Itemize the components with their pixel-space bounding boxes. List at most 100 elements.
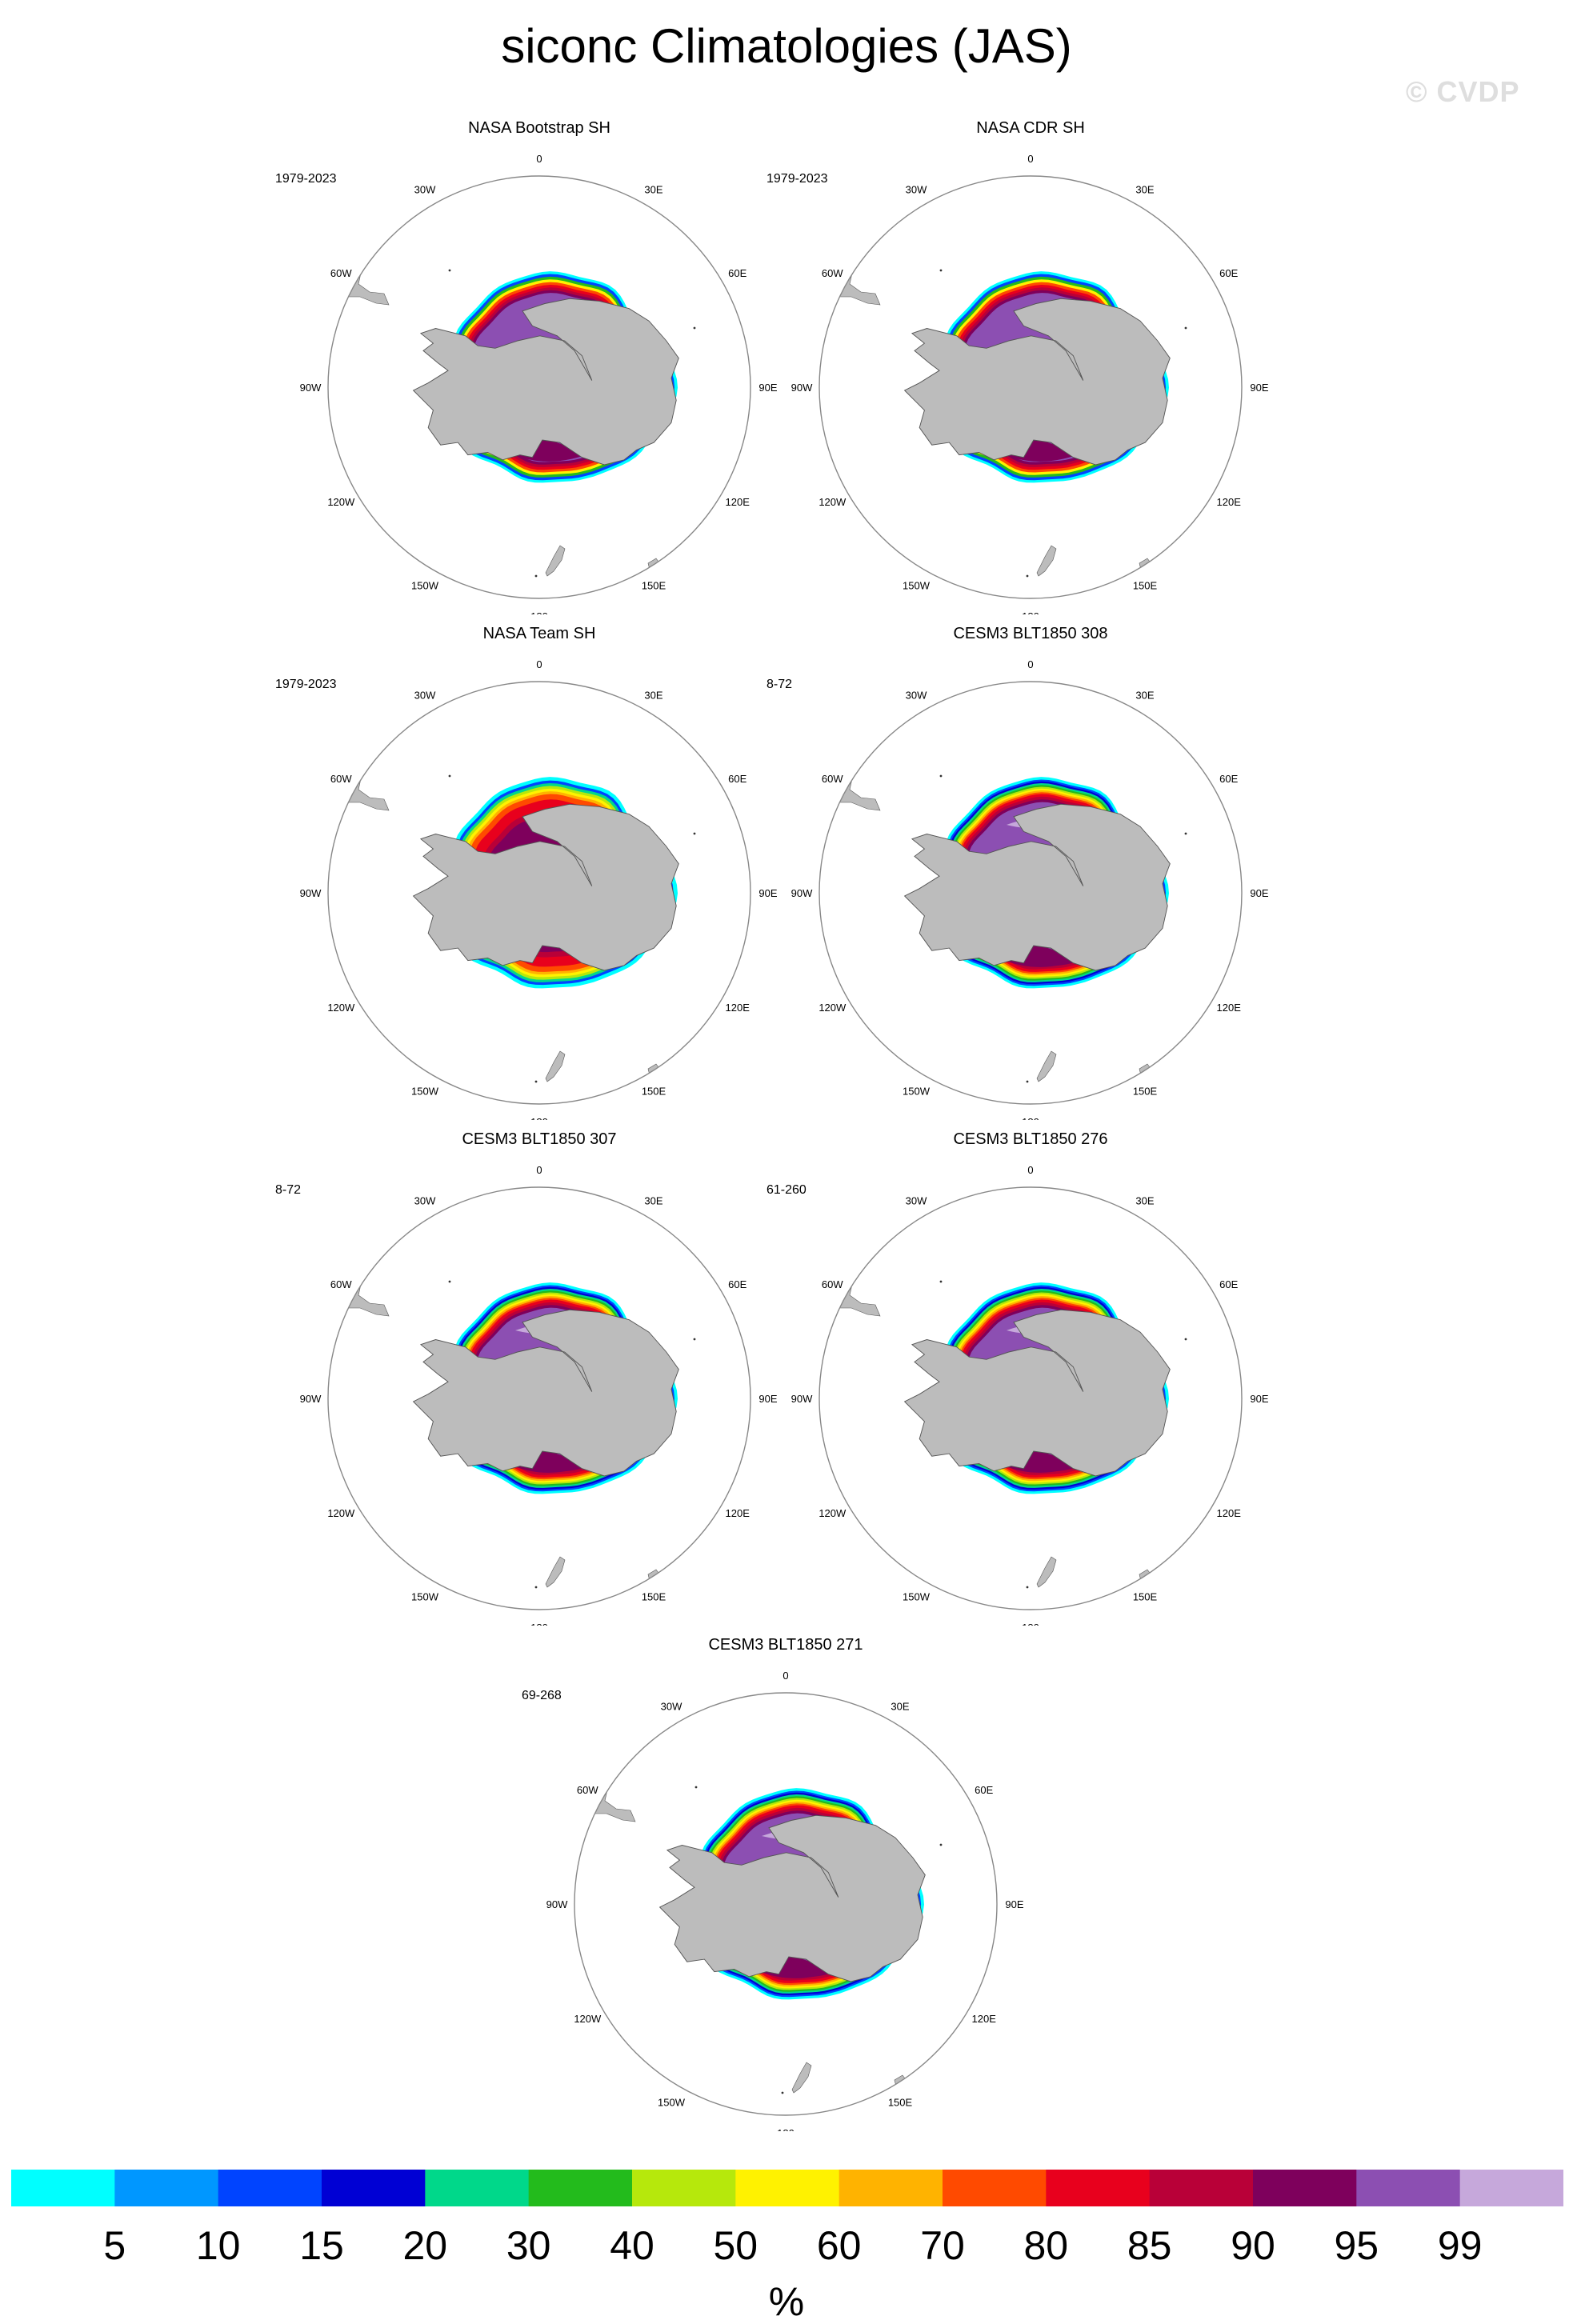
island-mark xyxy=(693,832,696,835)
longitude-label: 60E xyxy=(975,1784,993,1796)
longitude-label: 150E xyxy=(1133,1086,1158,1098)
colorbar-swatch xyxy=(1149,2170,1254,2206)
island-mark xyxy=(694,1786,698,1789)
longitude-label: 150W xyxy=(903,1086,931,1098)
colorbar-swatch xyxy=(943,2170,1047,2206)
longitude-label: 120W xyxy=(819,1507,847,1519)
colorbar-swatch xyxy=(114,2170,219,2206)
colorbar-tick-label: 30 xyxy=(506,2223,551,2268)
longitude-label: 0 xyxy=(536,658,542,670)
longitude-label: 120E xyxy=(1217,496,1242,508)
map-boundary xyxy=(327,1186,751,1610)
longitude-label: 150W xyxy=(411,580,439,592)
new-zealand-land xyxy=(1036,545,1057,577)
new-zealand-land xyxy=(545,1050,566,1082)
map-panel: 0 30E 60E 90E 120E 150E 180 150W 120W 90W 60W 30W CE… xyxy=(522,1635,1050,2131)
panel-title: CESM3 BLT1850 308 xyxy=(953,625,1108,642)
colorbar-swatch xyxy=(528,2170,633,2206)
longitude-label: 30E xyxy=(1135,1194,1154,1206)
longitude-label: 180 xyxy=(1022,1622,1039,1626)
island-mark xyxy=(1184,1338,1187,1341)
polar-map: 0 30E 60E 90E 120E 150E 180 150W 120W 90W 60W 30W xyxy=(300,153,778,614)
map-panel: 0 30E 60E 90E 120E 150E 180 150W 120W 90W 60W 30W NA… xyxy=(275,624,803,1120)
longitude-label: 120W xyxy=(327,496,355,508)
longitude-label: 180 xyxy=(777,2127,795,2131)
longitude-label: 30W xyxy=(661,1700,682,1712)
longitude-label: 90W xyxy=(546,1898,568,1910)
colorbar-unit: % xyxy=(768,2279,805,2324)
longitude-label: 120E xyxy=(726,496,750,508)
panel-title: CESM3 BLT1850 276 xyxy=(953,1130,1108,1148)
longitude-label: 120E xyxy=(972,2013,997,2025)
panel-title: NASA CDR SH xyxy=(976,119,1085,137)
map-panel: 0 30E 60E 90E 120E 150E 180 150W 120W 90W 60W 30W CE… xyxy=(275,1130,803,1626)
longitude-label: 0 xyxy=(1027,658,1033,670)
longitude-label: 90E xyxy=(1005,1898,1023,1910)
polar-map: 0 30E 60E 90E 120E 150E 180 150W 120W 90W 60W 30W xyxy=(791,658,1269,1120)
island-mark xyxy=(534,1586,538,1589)
longitude-label: 0 xyxy=(782,1670,788,1682)
colorbar-tick-label: 40 xyxy=(610,2223,654,2268)
map-boundary xyxy=(327,175,751,599)
island-mark xyxy=(781,2091,784,2094)
longitude-label: 90W xyxy=(791,1393,813,1405)
colorbar-tick-label: 99 xyxy=(1438,2223,1483,2268)
longitude-label: 60W xyxy=(822,773,843,785)
longitude-label: 120W xyxy=(327,1002,355,1014)
island-mark xyxy=(1184,326,1187,330)
polar-map: 0 30E 60E 90E 120E 150E 180 150W 120W 90W 60W 30W xyxy=(300,1164,778,1626)
colorbar-swatch xyxy=(11,2170,115,2206)
map-panel: 0 30E 60E 90E 120E 150E 180 150W 120W 90W 60W 30W NA… xyxy=(766,118,1295,614)
longitude-label: 120W xyxy=(819,1002,847,1014)
longitude-label: 120E xyxy=(1217,1507,1242,1519)
longitude-label: 60E xyxy=(1219,773,1238,785)
new-zealand-land xyxy=(545,545,566,577)
colorbar-swatch xyxy=(1356,2170,1461,2206)
longitude-label: 90W xyxy=(791,382,813,394)
longitude-label: 150E xyxy=(642,580,666,592)
longitude-label: 60E xyxy=(728,1278,746,1290)
island-mark xyxy=(939,1843,943,1846)
longitude-label: 120W xyxy=(574,2013,602,2025)
panel-title: NASA Team SH xyxy=(482,625,596,642)
colorbar-tick-label: 15 xyxy=(299,2223,344,2268)
map-boundary xyxy=(819,681,1243,1105)
colorbar-tick-label: 95 xyxy=(1334,2223,1379,2268)
south-america-land xyxy=(338,258,390,306)
new-zealand-land xyxy=(791,2062,812,2094)
map-panel: 0 30E 60E 90E 120E 150E 180 150W 120W 90W 60W 30W CE… xyxy=(766,624,1295,1120)
longitude-label: 30E xyxy=(1135,689,1154,701)
colorbar-swatch xyxy=(735,2170,840,2206)
polar-map: 0 30E 60E 90E 120E 150E 180 150W 120W 90W 60W 30W xyxy=(300,658,778,1120)
longitude-label: 0 xyxy=(1027,1164,1033,1176)
colorbar-tick-label: 80 xyxy=(1023,2223,1068,2268)
map-boundary xyxy=(819,175,1243,599)
panel-years: 8-72 xyxy=(766,678,793,691)
panel-years: 61-260 xyxy=(766,1183,807,1197)
longitude-label: 150W xyxy=(658,2097,686,2109)
south-america-land xyxy=(830,258,881,306)
longitude-label: 90E xyxy=(1250,382,1268,394)
colorbar-tick-label: 10 xyxy=(196,2223,241,2268)
new-zealand-land xyxy=(545,1556,566,1588)
longitude-label: 30W xyxy=(906,689,927,701)
island-mark xyxy=(448,774,451,778)
colorbar-tick-label: 85 xyxy=(1127,2223,1172,2268)
longitude-label: 60W xyxy=(330,267,352,279)
longitude-label: 150E xyxy=(1133,1591,1158,1603)
colorbar-tick-label: 70 xyxy=(920,2223,965,2268)
antarctica-land xyxy=(658,1814,926,1982)
island-mark xyxy=(939,774,943,778)
figure-title: siconc Climatologies (JAS) xyxy=(501,19,1072,73)
antarctica-land xyxy=(903,298,1171,466)
polar-map: 0 30E 60E 90E 120E 150E 180 150W 120W 90W 60W 30W xyxy=(791,1164,1269,1626)
longitude-label: 90E xyxy=(1250,887,1268,899)
colorbar-swatch xyxy=(632,2170,736,2206)
longitude-label: 30W xyxy=(414,1194,436,1206)
south-america-land xyxy=(830,763,881,811)
polar-map: 0 30E 60E 90E 120E 150E 180 150W 120W 90W 60W 30W xyxy=(546,1670,1024,2131)
longitude-label: 30W xyxy=(906,183,927,195)
colorbar-swatch xyxy=(1459,2170,1563,2206)
longitude-label: 150W xyxy=(903,580,931,592)
panel-years: 8-72 xyxy=(275,1183,302,1197)
